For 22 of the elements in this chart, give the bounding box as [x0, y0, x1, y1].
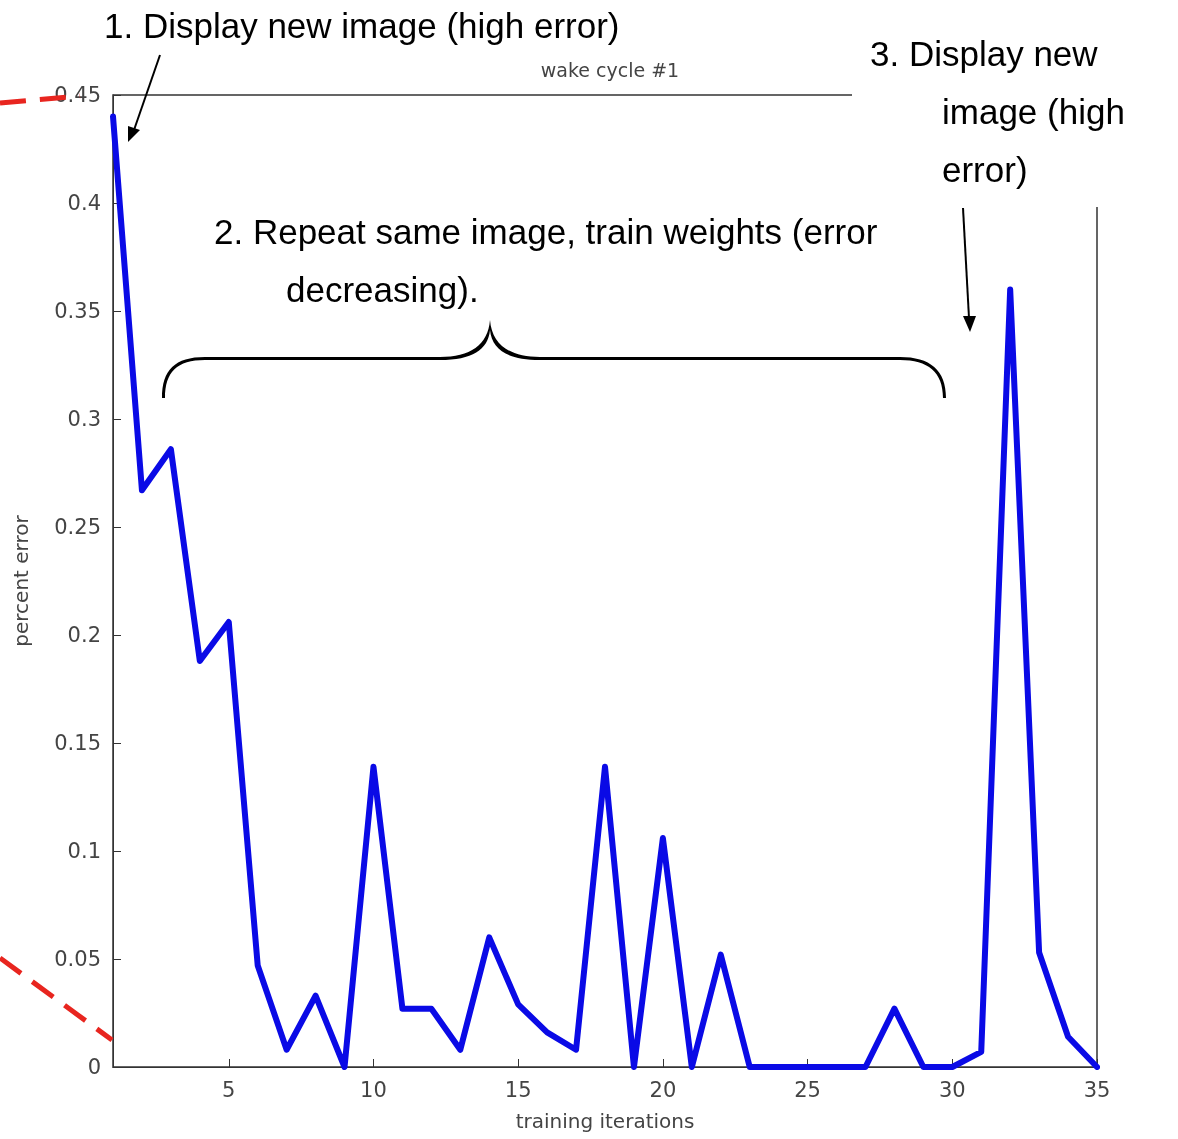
x-axis-title: training iterations	[515, 1109, 695, 1133]
x-tick-label: 15	[504, 1077, 532, 1102]
y-tick-label: 0.1	[67, 839, 101, 863]
annotation: 3. Display new image (high error)	[852, 25, 1178, 207]
x-tick-label: 5	[222, 1077, 236, 1102]
text: 1. Display new image (high error)	[104, 5, 620, 47]
x-tick-label: 10	[360, 1077, 387, 1102]
y-axis-title: percent error	[9, 514, 33, 647]
y-tick-label: 0	[87, 1055, 101, 1079]
y-tick-label: 0.2	[67, 623, 101, 647]
annotation: 2. Repeat same image, train weights (error decreasing).	[214, 211, 879, 311]
x-tick-label: 30	[938, 1077, 966, 1102]
chart-title: wake cycle #1	[540, 58, 680, 81]
x-tick-label: 35	[1083, 1077, 1111, 1102]
y-tick-label: 0.15	[54, 731, 101, 755]
x-tick-label: 25	[794, 1077, 821, 1102]
y-tick-label: 0.4	[67, 191, 101, 215]
y-tick-label: 0.25	[54, 515, 101, 539]
y-tick-label: 0.3	[67, 407, 101, 431]
y-tick-label: 0.05	[54, 947, 101, 971]
x-tick-label: 20	[649, 1077, 677, 1102]
y-tick-label: 0.35	[54, 299, 101, 323]
